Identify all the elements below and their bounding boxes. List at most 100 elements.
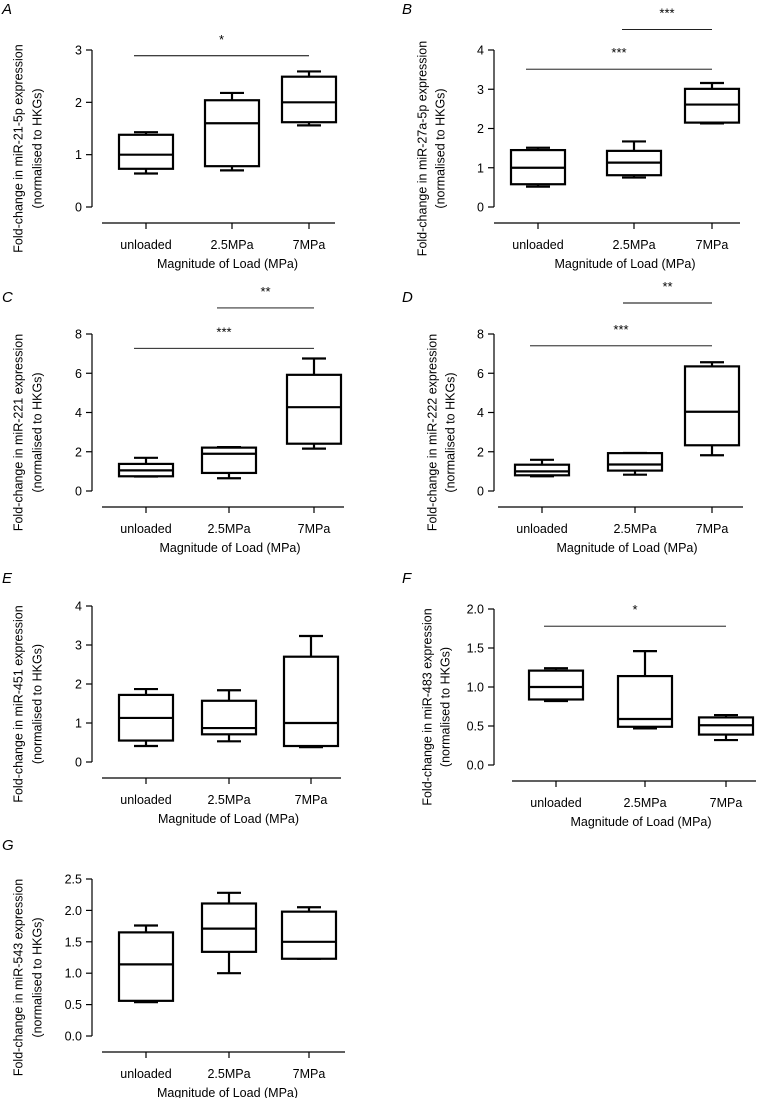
panel-g: G 0.0 0.5 1.0 1.5 2.0 2.5 unloaded 2.5MPa 7MPa Mag… bbox=[2, 837, 345, 1098]
x-category-label: unloaded bbox=[120, 793, 171, 807]
y-tick-label: 2 bbox=[477, 122, 484, 136]
box-7mpa bbox=[697, 713, 755, 742]
box-2-5mpa bbox=[200, 689, 258, 743]
y-axis-subtitle: (normalised to HKGs) bbox=[433, 88, 447, 208]
y-tick-label: 2.0 bbox=[65, 904, 82, 918]
y-tick-label: 1 bbox=[75, 717, 82, 731]
y-tick-label: 4 bbox=[75, 406, 82, 420]
box-2-5mpa bbox=[616, 650, 674, 730]
box-7mpa bbox=[683, 81, 741, 125]
significance-label: *** bbox=[659, 6, 674, 21]
y-axis-title: Fold-change in miR-543 expression bbox=[11, 879, 25, 1076]
y-tick-label: 2.5 bbox=[65, 873, 82, 887]
x-axis-title: Magnitude of Load (MPa) bbox=[158, 812, 299, 826]
x-axis-title: Magnitude of Load (MPa) bbox=[157, 1086, 298, 1098]
y-tick-label: 1 bbox=[477, 161, 484, 175]
iqr-box bbox=[280, 75, 338, 124]
significance-label: ** bbox=[260, 284, 270, 299]
box-2-5mpa bbox=[200, 445, 258, 480]
y-axis-title: Fold-change in miR-221 expression bbox=[11, 334, 25, 531]
panel-letter: D bbox=[402, 289, 413, 306]
box-unloaded bbox=[117, 456, 175, 478]
y-axis-title: Fold-change in miR-222 expression bbox=[425, 334, 439, 531]
x-category-label: 2.5MPa bbox=[623, 796, 666, 810]
iqr-box bbox=[513, 463, 571, 477]
y-tick-label: 2.0 bbox=[467, 603, 484, 617]
x-axis-title: Magnitude of Load (MPa) bbox=[556, 541, 697, 555]
y-axis-title: Fold-change in miR-21-5p expression bbox=[11, 44, 25, 252]
x-category-label: 7MPa bbox=[295, 793, 328, 807]
x-category-label: 7MPa bbox=[293, 238, 326, 252]
y-tick-label: 3 bbox=[75, 44, 82, 58]
y-axis-title: Fold-change in miR-483 expression bbox=[420, 608, 434, 805]
y-tick-label: 0.5 bbox=[65, 998, 82, 1012]
y-tick-label: 1 bbox=[75, 148, 82, 162]
x-axis-title: Magnitude of Load (MPa) bbox=[554, 257, 695, 271]
panel-d: D 0 2 4 6 8 unloaded 2.5MPa 7MPa Magnitude of Loa… bbox=[402, 279, 743, 555]
panel-letter: G bbox=[2, 837, 14, 854]
x-category-label: unloaded bbox=[120, 522, 171, 536]
panel-letter: B bbox=[402, 1, 412, 18]
x-axis-title: Magnitude of Load (MPa) bbox=[570, 815, 711, 829]
x-category-label: 2.5MPa bbox=[612, 238, 655, 252]
significance-label: * bbox=[219, 32, 224, 47]
iqr-box bbox=[683, 365, 741, 447]
y-tick-label: 1.0 bbox=[467, 681, 484, 695]
panel-letter: F bbox=[402, 570, 412, 587]
iqr-box bbox=[117, 931, 175, 1002]
significance-label: *** bbox=[613, 322, 628, 337]
box-2-5mpa bbox=[605, 140, 663, 179]
y-tick-label: 2 bbox=[477, 445, 484, 459]
y-axis-title: Fold-change in miR-27a-5p expression bbox=[415, 41, 429, 256]
x-category-label: 7MPa bbox=[710, 796, 743, 810]
box-unloaded bbox=[117, 687, 175, 748]
significance-label: ** bbox=[662, 279, 672, 294]
y-tick-label: 4 bbox=[75, 600, 82, 614]
y-axis-subtitle: (normalised to HKGs) bbox=[30, 644, 44, 764]
iqr-box bbox=[117, 133, 175, 170]
box-unloaded bbox=[117, 131, 175, 175]
panel-a: A 0 1 2 3 unloaded 2.5MPa 7MPa Magnitude of Load… bbox=[1, 1, 338, 271]
x-category-label: 2.5MPa bbox=[207, 1067, 250, 1081]
y-axis-title: Fold-change in miR-451 expression bbox=[11, 605, 25, 802]
y-tick-label: 0 bbox=[477, 201, 484, 215]
x-category-label: 2.5MPa bbox=[207, 793, 250, 807]
iqr-box bbox=[683, 87, 741, 124]
box-2-5mpa bbox=[200, 891, 258, 975]
y-tick-label: 0.0 bbox=[467, 759, 484, 773]
panel-f: F 0.0 0.5 1.0 1.5 2.0 unloaded 2.5MPa 7MPa Magnit… bbox=[402, 570, 756, 829]
significance-label: *** bbox=[611, 45, 626, 60]
iqr-box bbox=[200, 446, 258, 475]
x-category-label: 7MPa bbox=[298, 522, 331, 536]
x-category-label: unloaded bbox=[512, 238, 563, 252]
y-tick-label: 0 bbox=[75, 756, 82, 770]
x-axis-title: Magnitude of Load (MPa) bbox=[159, 541, 300, 555]
iqr-box bbox=[200, 699, 258, 736]
y-tick-label: 0 bbox=[75, 485, 82, 499]
y-tick-label: 0 bbox=[75, 201, 82, 215]
y-tick-label: 3 bbox=[75, 639, 82, 653]
iqr-box bbox=[203, 99, 261, 168]
x-category-label: 2.5MPa bbox=[210, 238, 253, 252]
y-axis-subtitle: (normalised to HKGs) bbox=[438, 647, 452, 767]
y-tick-label: 6 bbox=[75, 367, 82, 381]
iqr-box bbox=[282, 655, 340, 748]
significance-label: *** bbox=[216, 324, 231, 339]
significance-label: * bbox=[632, 602, 637, 617]
box-unloaded bbox=[513, 458, 571, 478]
y-tick-label: 3 bbox=[477, 83, 484, 97]
x-category-label: unloaded bbox=[516, 522, 567, 536]
box-unloaded bbox=[117, 924, 175, 1004]
x-axis-title: Magnitude of Load (MPa) bbox=[157, 257, 298, 271]
box-7mpa bbox=[683, 361, 741, 457]
y-tick-label: 0.5 bbox=[467, 720, 484, 734]
panel-e: E 0 1 2 3 4 unloaded 2.5MPa 7MPa Magnitude of Loa… bbox=[2, 570, 341, 826]
y-tick-label: 8 bbox=[75, 328, 82, 342]
x-category-label: unloaded bbox=[120, 238, 171, 252]
x-category-label: 7MPa bbox=[696, 238, 729, 252]
y-tick-label: 1.5 bbox=[65, 935, 82, 949]
panel-c: C 0 2 4 6 8 unloaded 2.5MPa 7MPa Magnitude of Loa… bbox=[2, 284, 344, 555]
x-category-label: 7MPa bbox=[293, 1067, 326, 1081]
